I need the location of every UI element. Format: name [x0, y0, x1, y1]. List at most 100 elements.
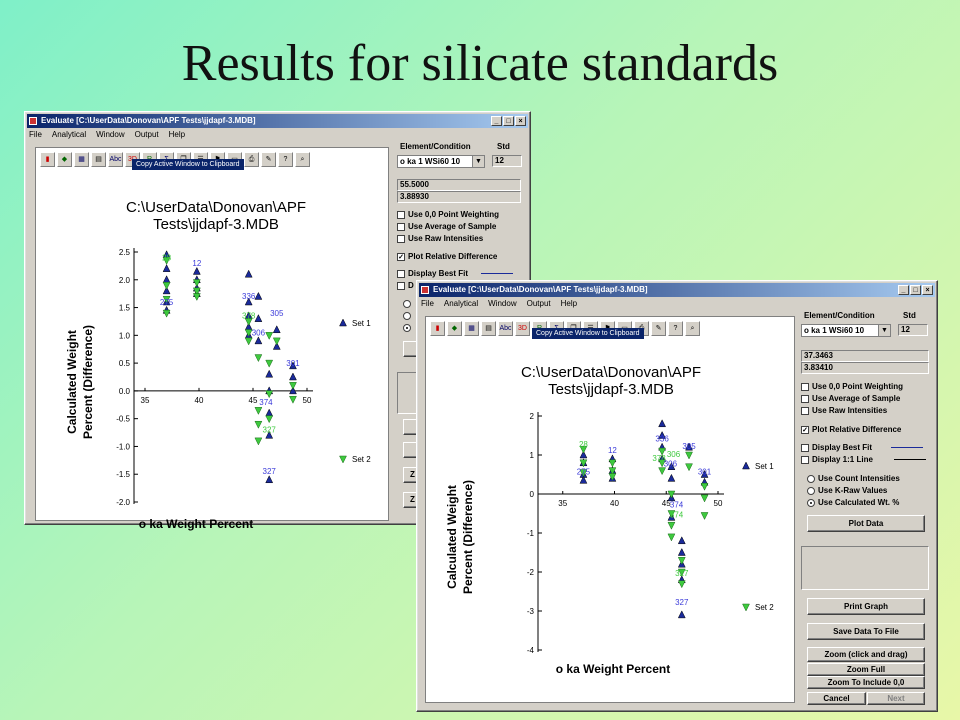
checkbox-box[interactable] [397, 269, 405, 278]
menu-window[interactable]: Window [96, 130, 125, 139]
maximize-button[interactable]: □ [503, 116, 514, 126]
3d-icon[interactable]: 3D [515, 321, 530, 336]
use-raw-checkbox[interactable]: Use Raw Intensities [397, 233, 483, 244]
toolbar: ▮◆▦▤Abc3DRΣ❐☰⚑▭⎙✎?⌕ [430, 321, 700, 339]
use-raw-checkbox[interactable]: Use Raw Intensities [801, 405, 887, 416]
plot-data-button[interactable]: Plot Data [807, 515, 925, 532]
edit-icon[interactable]: ✎ [651, 321, 666, 336]
menu-output[interactable]: Output [134, 130, 159, 139]
use-zero-weighting-checkbox[interactable]: Use 0,0 Point Weighting [801, 381, 903, 392]
checkbox-box[interactable] [801, 382, 809, 391]
menu-analytical[interactable]: Analytical [51, 130, 87, 139]
std-field[interactable]: 12 [898, 324, 928, 336]
checkbox-box[interactable] [397, 210, 405, 219]
radio-button[interactable] [403, 311, 411, 320]
radio-count[interactable] [403, 298, 411, 309]
radio-button[interactable] [403, 323, 411, 332]
radio-count[interactable]: Use Count Intensities [807, 473, 900, 484]
table-icon[interactable]: ▦ [74, 152, 89, 167]
title-bar[interactable]: Evaluate [C:\UserData\Donovan\APF Tests\… [419, 283, 935, 297]
menu-help[interactable]: Help [168, 130, 186, 139]
use-zero-weighting-checkbox[interactable]: Use 0,0 Point Weighting [397, 209, 499, 220]
use-average-checkbox[interactable]: Use Average of Sample [801, 393, 900, 404]
minimize-button[interactable]: _ [491, 116, 502, 126]
set2-point [272, 337, 281, 346]
plot-relative-checkbox[interactable]: ✓ Plot Relative Difference [397, 251, 497, 262]
grid-icon[interactable]: ▤ [91, 152, 106, 167]
plot-area[interactable]: ▮◆▦▤Abc3DRΣ❐☰⚑▭⎙✎?⌕ Copy Active Window t… [425, 316, 795, 703]
next-button[interactable]: Next [867, 692, 925, 705]
evaluate-window-front[interactable]: Evaluate [C:\UserData\Donovan\APF Tests\… [416, 280, 938, 712]
set1-point [579, 475, 588, 484]
print-icon[interactable]: ⎙ [244, 152, 259, 167]
checkbox-box[interactable] [801, 394, 809, 403]
menu-file[interactable]: File [421, 299, 434, 308]
title-bar[interactable]: Evaluate [C:\UserData\Donovan\APF Tests\… [27, 114, 528, 128]
checkmark-icon[interactable]: ✓ [397, 252, 405, 261]
menu-help[interactable]: Help [560, 299, 578, 308]
use-average-checkbox[interactable]: Use Average of Sample [397, 221, 496, 232]
minimize-button[interactable]: _ [898, 285, 909, 295]
print-graph-button[interactable]: Print Graph [807, 598, 925, 615]
table-icon[interactable]: ▦ [464, 321, 479, 336]
one-to-one-checkbox[interactable]: D [397, 280, 414, 291]
checkbox-box[interactable] [801, 443, 809, 452]
one-to-one-checkbox[interactable]: Display 1:1 Line [801, 454, 926, 465]
save-data-button[interactable]: Save Data To File [807, 623, 925, 640]
radio-calculated[interactable] [403, 322, 411, 333]
chevron-down-icon[interactable]: ▼ [878, 325, 890, 336]
help-icon[interactable]: ? [278, 152, 293, 167]
best-fit-checkbox[interactable]: Display Best Fit [801, 442, 924, 453]
plot-area[interactable]: ▮◆▦▤Abc3DRΣ❐☰⚑▭⎙✎?⌕ Copy Active Window t… [35, 147, 389, 531]
area-icon[interactable]: ◆ [57, 152, 72, 167]
chevron-down-icon[interactable]: ▼ [472, 156, 484, 167]
radio-button[interactable] [807, 486, 815, 495]
zoom-full-button[interactable]: Zoom Full [807, 663, 925, 676]
radio-button[interactable] [807, 498, 815, 507]
zoom-button[interactable]: Zoom (click and drag) [807, 647, 925, 662]
checkbox-box[interactable] [801, 406, 809, 415]
close-button[interactable]: × [922, 285, 933, 295]
menu-output[interactable]: Output [526, 299, 551, 308]
abc-icon[interactable]: Abc [498, 321, 513, 336]
close-button[interactable]: × [515, 116, 526, 126]
checkbox-box[interactable] [397, 234, 405, 243]
magnify-icon[interactable]: ⌕ [685, 321, 700, 336]
radio-kraw[interactable]: Use K-Raw Values [807, 485, 887, 496]
plot-relative-checkbox[interactable]: ✓ Plot Relative Difference [801, 424, 901, 435]
std-field[interactable]: 12 [492, 155, 522, 167]
set2-point [289, 395, 297, 404]
set2-point [254, 407, 263, 415]
radio-button[interactable] [403, 299, 411, 308]
legend-set1-label: Set 1 [755, 462, 774, 471]
x-tick-label: 45 [249, 396, 258, 405]
chart-icon[interactable]: ▮ [430, 321, 445, 336]
cancel-button[interactable]: Cancel [807, 692, 866, 705]
grid-icon[interactable]: ▤ [481, 321, 496, 336]
chart-front: C:\UserData\Donovan\APFTests\jjdapf-3.MD… [445, 364, 774, 676]
area-icon[interactable]: ◆ [447, 321, 462, 336]
radio-button[interactable] [807, 474, 815, 483]
help-icon[interactable]: ? [668, 321, 683, 336]
menu-analytical[interactable]: Analytical [443, 299, 479, 308]
edit-icon[interactable]: ✎ [261, 152, 276, 167]
checkbox-box[interactable] [397, 222, 405, 231]
zoom-origin-button[interactable]: Zoom To Include 0,0 [807, 676, 925, 689]
set1-point [162, 264, 171, 272]
radio-kraw[interactable] [403, 310, 411, 321]
y-tick-label: -2 [527, 568, 535, 577]
best-fit-checkbox[interactable]: Display Best Fit [397, 268, 514, 279]
magnify-icon[interactable]: ⌕ [295, 152, 310, 167]
maximize-button[interactable]: □ [910, 285, 921, 295]
abc-icon[interactable]: Abc [108, 152, 123, 167]
checkbox-box[interactable] [801, 455, 809, 464]
checkbox-box[interactable] [397, 281, 405, 290]
menu-file[interactable]: File [29, 130, 42, 139]
chart-icon[interactable]: ▮ [40, 152, 55, 167]
element-select[interactable]: o ka 1 WSi60 10 ▼ [397, 155, 485, 168]
checkmark-icon[interactable]: ✓ [801, 425, 809, 434]
element-select[interactable]: o ka 1 WSi60 10 ▼ [801, 324, 891, 337]
radio-calculated[interactable]: Use Calculated Wt. % [807, 497, 899, 508]
menu-window[interactable]: Window [488, 299, 517, 308]
point-label: 305 [682, 442, 696, 451]
